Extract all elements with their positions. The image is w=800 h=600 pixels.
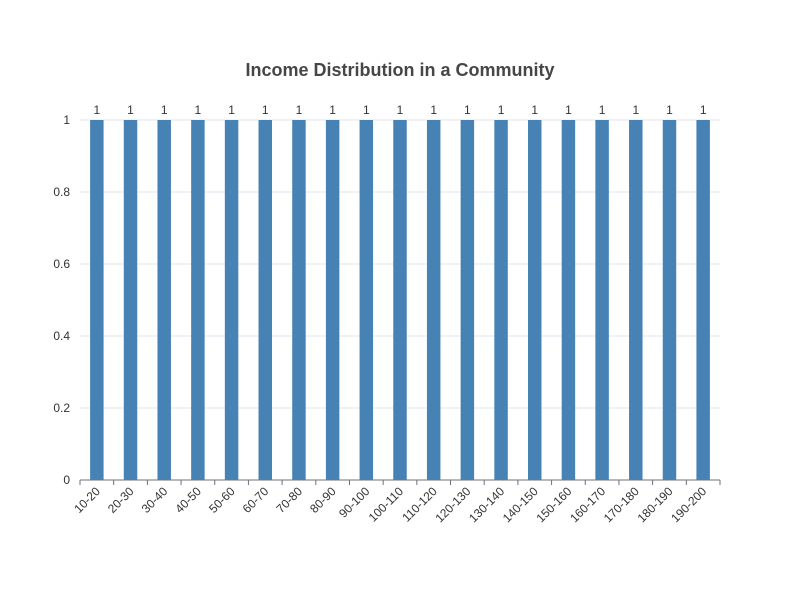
data-label: 1 bbox=[531, 103, 538, 117]
x-tick-label: 130-140 bbox=[466, 484, 507, 525]
bar-100-110 bbox=[393, 120, 407, 480]
data-label: 1 bbox=[161, 103, 168, 117]
x-tick-label: 80-90 bbox=[307, 484, 339, 516]
bar-130-140 bbox=[494, 120, 508, 480]
chart-title: Income Distribution in a Community bbox=[245, 60, 555, 80]
data-label: 1 bbox=[195, 103, 202, 117]
data-label: 1 bbox=[700, 103, 707, 117]
bar-190-200 bbox=[696, 120, 710, 480]
data-label: 1 bbox=[329, 103, 336, 117]
x-tick-label: 120-130 bbox=[432, 484, 473, 525]
x-tick-label: 10-20 bbox=[71, 484, 103, 516]
bar-160-170 bbox=[595, 120, 609, 480]
bar-140-150 bbox=[528, 120, 542, 480]
data-label: 1 bbox=[430, 103, 437, 117]
bar-110-120 bbox=[426, 120, 441, 480]
bar-40-50 bbox=[191, 120, 205, 480]
x-tick-label: 150-160 bbox=[533, 484, 574, 525]
data-label: 1 bbox=[464, 103, 471, 117]
data-label: 1 bbox=[599, 103, 606, 117]
bar-170-180 bbox=[629, 120, 643, 480]
y-tick-label: 0.6 bbox=[53, 257, 70, 271]
x-tick-label: 40-50 bbox=[172, 484, 204, 516]
data-label: 1 bbox=[397, 103, 404, 117]
y-tick-label: 0.4 bbox=[53, 329, 70, 343]
y-tick-label: 0.8 bbox=[53, 185, 70, 199]
data-label: 1 bbox=[363, 103, 370, 117]
bar-90-100 bbox=[359, 120, 374, 480]
x-tick-label: 50-60 bbox=[206, 484, 238, 516]
bar-30-40 bbox=[157, 120, 171, 480]
x-tick-label: 170-180 bbox=[601, 484, 642, 525]
bar-180-190 bbox=[662, 120, 677, 480]
bar-70-80 bbox=[292, 120, 306, 480]
x-tick-label: 100-110 bbox=[366, 484, 407, 525]
x-tick-label: 180-190 bbox=[635, 484, 676, 525]
bar-60-70 bbox=[258, 120, 272, 480]
bar-10-20 bbox=[90, 120, 104, 480]
bar-50-60 bbox=[224, 120, 239, 480]
data-label: 1 bbox=[565, 103, 572, 117]
x-tick-label: 140-150 bbox=[500, 484, 541, 525]
data-label: 1 bbox=[127, 103, 134, 117]
data-label: 1 bbox=[296, 103, 303, 117]
x-tick-label: 160-170 bbox=[567, 484, 608, 525]
data-label: 1 bbox=[632, 103, 639, 117]
bar-20-30 bbox=[123, 120, 138, 480]
x-tick-label: 110-120 bbox=[399, 484, 440, 525]
x-tick-label: 70-80 bbox=[273, 484, 305, 516]
bar-80-90 bbox=[325, 120, 340, 480]
y-tick-label: 1 bbox=[63, 113, 70, 127]
data-label: 1 bbox=[262, 103, 269, 117]
x-tick-label: 20-30 bbox=[105, 484, 137, 516]
data-label: 1 bbox=[228, 103, 235, 117]
y-tick-label: 0 bbox=[63, 473, 70, 487]
data-label: 1 bbox=[666, 103, 673, 117]
bar-150-160 bbox=[561, 120, 576, 480]
x-tick-label: 60-70 bbox=[240, 484, 272, 516]
x-tick-label: 30-40 bbox=[139, 484, 171, 516]
data-label: 1 bbox=[93, 103, 100, 117]
bar-120-130 bbox=[460, 120, 475, 480]
data-label: 1 bbox=[498, 103, 505, 117]
x-tick-label: 190-200 bbox=[668, 484, 709, 525]
y-tick-label: 0.2 bbox=[53, 401, 70, 415]
